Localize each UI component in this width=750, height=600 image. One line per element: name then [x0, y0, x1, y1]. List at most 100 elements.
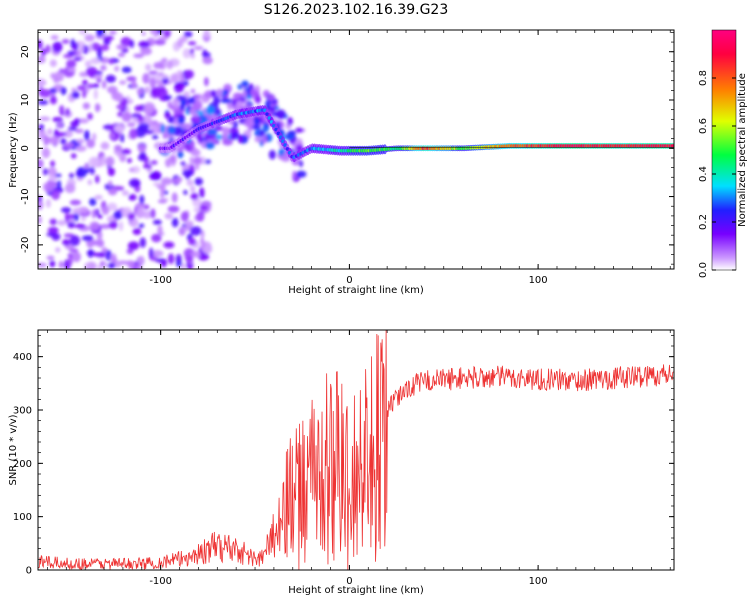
- heatmap-blob: [42, 168, 49, 176]
- heatmap-blob: [139, 237, 146, 248]
- heatmap-blob: [180, 123, 192, 130]
- heatmap-blob: [190, 52, 195, 59]
- heatmap-blob: [161, 57, 168, 62]
- x-tick-label: 100: [529, 576, 548, 587]
- heatmap-blob: [71, 91, 80, 99]
- heatmap-blob: [43, 181, 55, 193]
- heatmap-blob: [142, 210, 153, 219]
- heatmap-blob: [193, 156, 203, 165]
- heatmap-blob: [180, 211, 189, 222]
- heatmap-blob: [183, 31, 193, 38]
- heatmap-blob: [237, 134, 243, 144]
- heatmap-blob: [134, 105, 142, 112]
- heatmap-blob: [92, 132, 97, 141]
- heatmap-blob: [190, 185, 196, 193]
- heatmap-blob: [210, 90, 217, 97]
- heatmap-blob: [254, 95, 262, 104]
- heatmap-blob: [157, 199, 167, 204]
- heatmap-blob: [113, 210, 123, 220]
- snr-ylabel: SNR (10 * v/v): [8, 414, 19, 485]
- heatmap-blob: [97, 264, 102, 269]
- heatmap-blob: [163, 30, 171, 38]
- heatmap-blob: [81, 45, 89, 55]
- heatmap-blob: [100, 141, 110, 150]
- colorbar-tick-label: 0.0: [698, 262, 709, 278]
- heatmap-blob: [88, 248, 93, 259]
- heatmap-blob: [138, 223, 145, 228]
- heatmap-blob: [50, 160, 56, 168]
- heatmap-blob: [199, 187, 205, 199]
- heatmap-blob: [96, 47, 103, 58]
- heatmap-blob: [188, 237, 197, 246]
- heatmap-blob: [45, 44, 51, 54]
- heatmap-blob: [107, 167, 116, 177]
- heatmap-blob: [189, 48, 194, 55]
- heatmap-blob: [160, 124, 165, 134]
- heatmap-blob: [128, 194, 137, 201]
- heatmap-blob: [138, 40, 150, 48]
- heatmap-blob: [129, 128, 138, 140]
- heatmap-blob: [64, 183, 76, 194]
- heatmap-blob: [107, 262, 116, 269]
- heatmap-blob: [52, 117, 64, 122]
- x-tick-label: 0: [346, 576, 352, 587]
- heatmap-blob: [38, 39, 42, 50]
- heatmap-blob: [169, 115, 174, 122]
- heatmap-blob: [164, 111, 171, 119]
- heatmap-blob: [38, 78, 47, 87]
- heatmap-blob: [56, 180, 62, 190]
- heatmap-blob: [205, 141, 215, 150]
- heatmap-blob: [72, 251, 81, 263]
- snr-panel: -100 0 100 0 100 200 300 400 Height of straight…: [8, 329, 675, 596]
- heatmap-blob: [144, 129, 154, 135]
- heatmap-blob: [196, 211, 205, 222]
- heatmap-blob: [137, 154, 147, 161]
- heatmap-blob: [69, 172, 75, 179]
- heatmap-blob: [43, 135, 49, 146]
- heatmap-blob: [105, 156, 115, 167]
- heatmap-blob: [241, 80, 249, 88]
- heatmap-blob: [182, 48, 191, 59]
- heatmap-blob: [267, 94, 276, 102]
- heatmap-blob: [151, 233, 162, 243]
- heatmap-blob: [69, 199, 82, 206]
- heatmap-blob: [137, 122, 150, 132]
- heatmap-blob: [96, 30, 105, 37]
- heatmap-blob: [191, 149, 201, 157]
- heatmap-blob: [173, 109, 184, 115]
- heatmap-blob: [47, 128, 53, 136]
- y-tick-label: 200: [13, 459, 32, 470]
- x-tick-label: 100: [529, 275, 548, 286]
- heatmap-blob: [213, 108, 222, 116]
- heatmap-blob: [193, 207, 201, 213]
- heatmap-blob: [152, 182, 163, 187]
- heatmap-blob: [49, 96, 57, 105]
- colorbar-ticks: 0.0 0.2 0.4 0.6 0.8: [698, 70, 736, 278]
- heatmap-blob: [100, 155, 106, 167]
- heatmap-blob: [149, 77, 157, 89]
- heatmap-blob: [187, 222, 193, 227]
- heatmap-blob: [117, 111, 123, 117]
- heatmap-blob: [51, 232, 61, 241]
- heatmap-blob: [249, 88, 257, 96]
- heatmap-blob: [50, 35, 59, 41]
- heatmap-blob: [91, 83, 100, 88]
- snr-series-line: [38, 330, 674, 570]
- heatmap-blob: [187, 41, 197, 46]
- heatmap-blob: [142, 114, 151, 125]
- heatmap-blob: [49, 218, 58, 226]
- heatmap-blob: [58, 260, 64, 269]
- heatmap-blob: [67, 253, 74, 258]
- heatmap-blob: [52, 41, 63, 53]
- heatmap-blob: [126, 122, 136, 128]
- heatmap-blob: [202, 56, 213, 65]
- heatmap-blob: [163, 95, 173, 100]
- heatmap-xlabel: Height of straight line (km): [288, 285, 424, 296]
- heatmap-blob: [73, 212, 79, 222]
- heatmap-blob: [38, 215, 42, 225]
- heatmap-blob: [117, 52, 126, 58]
- heatmap-blob: [254, 136, 262, 143]
- heatmap-blob: [233, 121, 238, 128]
